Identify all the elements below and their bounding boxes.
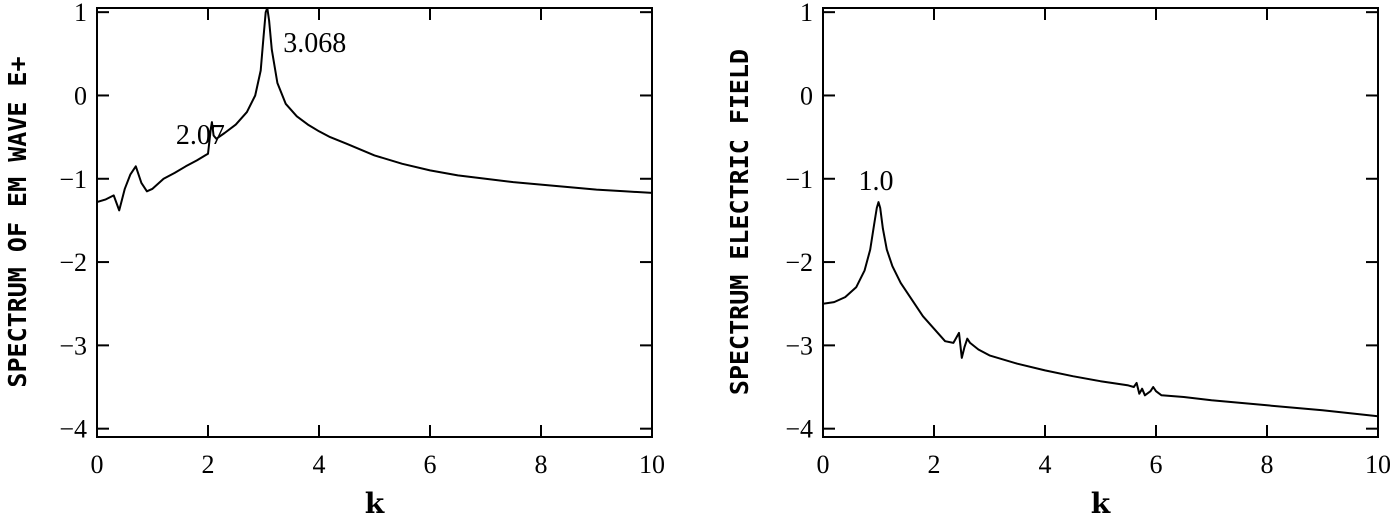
y-tick-label: −3 [785, 331, 813, 360]
x-tick-label: 2 [928, 450, 941, 479]
peak-annotation: 1.0 [859, 166, 894, 197]
y-tick-label: 1 [800, 0, 813, 27]
peak-annotation: 2.07 [176, 120, 225, 151]
x-tick-label: 0 [817, 450, 830, 479]
x-tick-label: 10 [1365, 450, 1391, 479]
x-tick-label: 10 [639, 450, 665, 479]
y-tick-label: −3 [59, 331, 87, 360]
y-tick-label: 0 [800, 81, 813, 110]
y-tick-label: −2 [59, 248, 87, 277]
x-tick-label: 6 [424, 450, 437, 479]
peak-annotation: 3.068 [283, 28, 346, 59]
x-tick-label: 0 [91, 450, 104, 479]
y-tick-label: 1 [74, 0, 87, 27]
x-tick-label: 8 [535, 450, 548, 479]
x-tick-label: 6 [1150, 450, 1163, 479]
x-tick-label: 2 [202, 450, 215, 479]
y-tick-label: −1 [785, 165, 813, 194]
x-axis-label: k [1091, 487, 1111, 520]
y-tick-label: −2 [785, 248, 813, 277]
plot-frame [822, 7, 1379, 438]
y-tick-label: 0 [74, 81, 87, 110]
y-tick-label: −4 [59, 415, 87, 444]
plot-frame [96, 7, 653, 438]
x-axis-label: k [365, 487, 385, 520]
y-tick-label: −1 [59, 165, 87, 194]
series-line [823, 201, 1378, 418]
x-tick-label: 8 [1261, 450, 1274, 479]
y-tick-label: −4 [785, 415, 813, 444]
series-line [97, 8, 652, 212]
y-axis-label: SPECTRUM OF EM WAVE E+ [3, 56, 32, 387]
y-axis-label: SPECTRUM ELECTRIC FIELD [725, 49, 754, 395]
x-tick-label: 4 [1039, 450, 1052, 479]
x-tick-label: 4 [313, 450, 326, 479]
